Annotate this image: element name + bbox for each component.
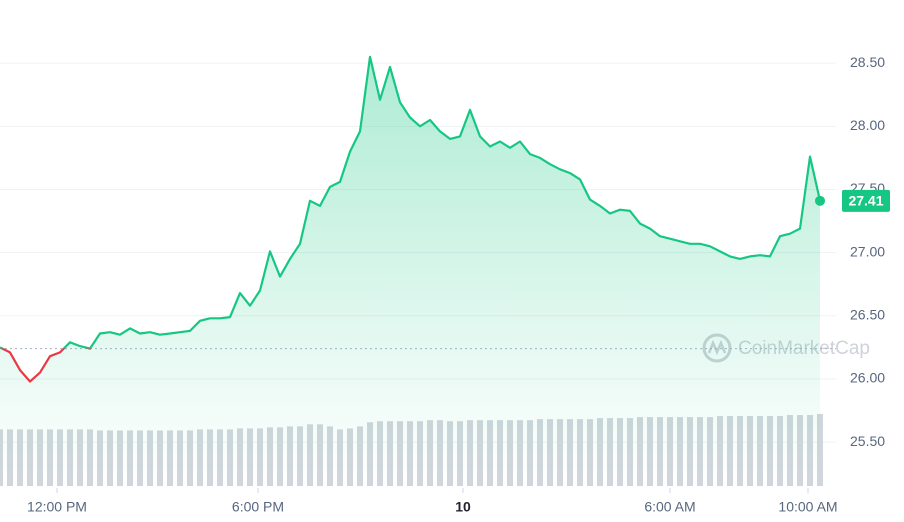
price-label-box (842, 189, 890, 212)
y-tick-label: 26.50 (850, 306, 885, 322)
x-tick-label: 6:00 AM (644, 499, 695, 515)
x-tick-label: 10:00 AM (778, 499, 837, 515)
price-area (0, 56, 820, 481)
plot (0, 55, 836, 481)
y-tick-label: 27.00 (850, 243, 885, 259)
last-point (815, 195, 825, 206)
y-tick-label: 25.50 (850, 433, 885, 449)
axes: 25.5026.0026.5027.0027.5028.0028.5012:00… (27, 54, 890, 515)
x-tick-label: 6:00 PM (232, 499, 284, 515)
x-tick-label: 10 (455, 499, 471, 515)
y-tick-label: 28.50 (850, 54, 885, 70)
price-label: 27.41 (848, 193, 883, 209)
y-tick-label: 26.00 (850, 370, 885, 386)
y-tick-label: 28.00 (850, 117, 885, 133)
price-line (0, 55, 822, 383)
x-tick-label: 12:00 PM (27, 499, 87, 515)
